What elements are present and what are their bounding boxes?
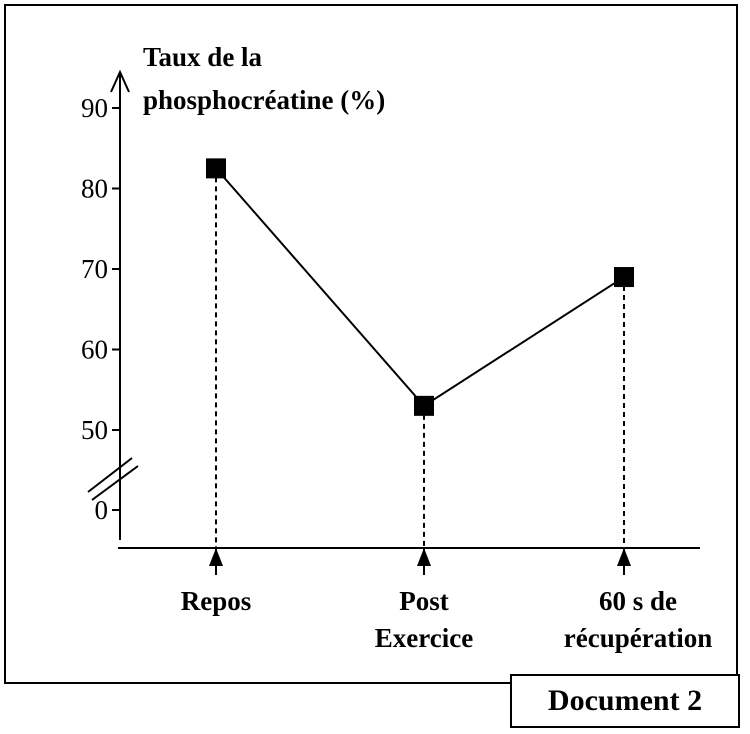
figure-frame — [4, 4, 738, 684]
series-line — [206, 158, 634, 416]
y-tick-label-0: 0 — [95, 495, 109, 525]
y-tick-label-50: 50 — [81, 415, 108, 445]
data-point-0 — [206, 158, 226, 179]
category-label-0-0: Repos — [181, 586, 252, 616]
y-axis-title-line-2: phosphocréatine (%) — [143, 85, 385, 115]
category-arrow-head-2 — [617, 548, 631, 566]
y-tick-label-60: 60 — [81, 335, 108, 365]
axis-break-mark-2 — [91, 465, 139, 501]
drop-lines — [209, 168, 631, 575]
category-labels: Repos Post Exercice 60 s de récupération — [181, 586, 712, 653]
axis-break-mark-1 — [87, 457, 133, 493]
category-label-2-0: 60 s de — [599, 586, 677, 616]
y-axis-arrow — [110, 69, 130, 93]
category-arrow-head-1 — [417, 548, 431, 566]
category-label-1-1: Exercice — [375, 623, 473, 653]
y-tick-label-80: 80 — [81, 174, 108, 204]
data-point-2 — [614, 267, 634, 288]
y-axis-title-line-1: Taux de la — [143, 42, 263, 72]
data-point-1 — [414, 395, 434, 416]
document-label: Document 2 — [510, 674, 740, 728]
category-label-2-1: récupération — [564, 623, 712, 653]
category-label-1-0: Post — [399, 586, 449, 616]
y-ticks: 0 50 60 70 80 90 — [81, 93, 120, 525]
y-tick-label-90: 90 — [81, 93, 108, 123]
series-path — [215, 167, 625, 408]
category-arrow-head-0 — [209, 548, 223, 566]
y-tick-label-70: 70 — [81, 254, 108, 284]
